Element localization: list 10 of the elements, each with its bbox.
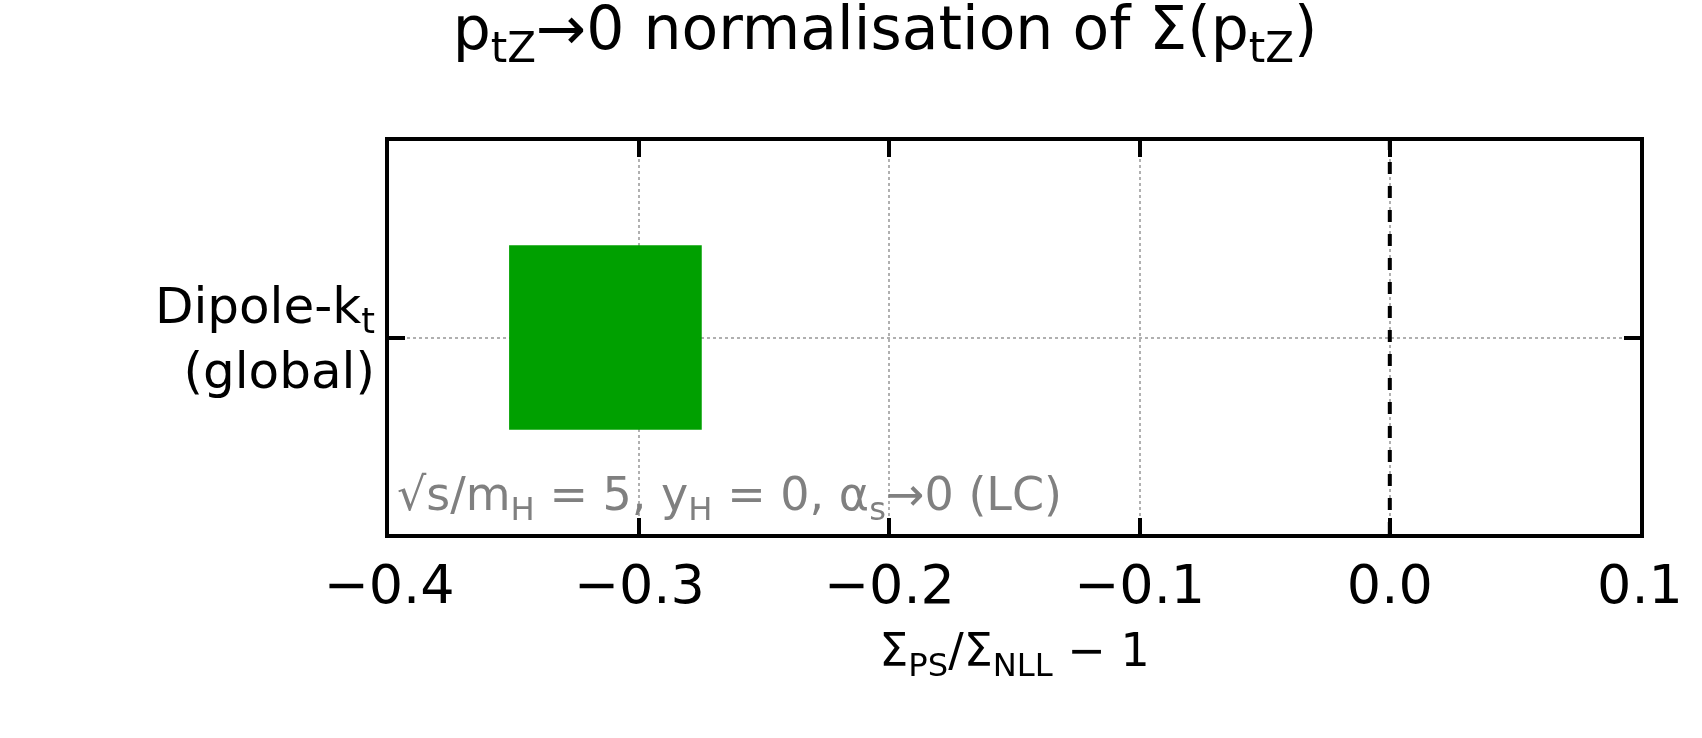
x-tick-label: 0.1 — [1597, 552, 1683, 616]
x-tick-label: −0.3 — [573, 552, 705, 616]
x-tick-label: −0.4 — [323, 552, 455, 616]
x-tick-label: −0.2 — [823, 552, 955, 616]
x-tick-label: −0.1 — [1074, 552, 1206, 616]
y-tick-label: Dipole-k$_{t}$ (global) — [154, 276, 375, 400]
annotation: √s/m$_{H}$ = 5, y$_{H}$ = 0, α$_{s}$→0 (LC) — [397, 467, 1063, 528]
chart-title: p$_{tZ}$→0 normalisation of Σ(p$_{tZ}$) — [452, 0, 1318, 72]
x-tick-label: 0.0 — [1346, 552, 1433, 616]
x-axis-title: Σ$_{PS}$/Σ$_{NLL}$ − 1 — [879, 623, 1150, 684]
